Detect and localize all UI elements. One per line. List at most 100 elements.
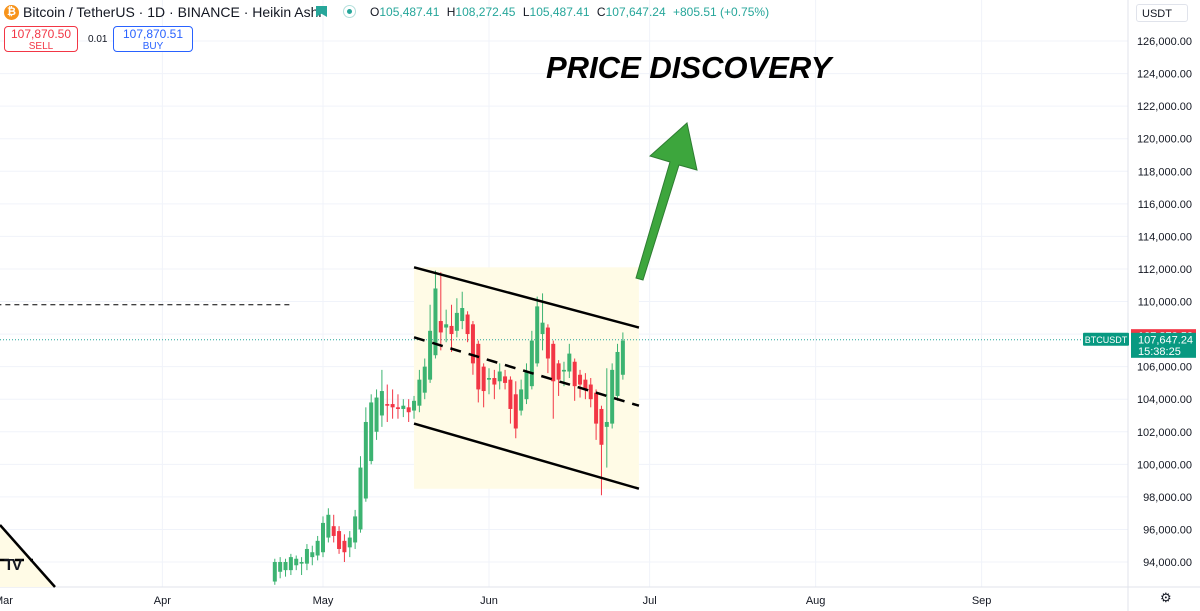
candle-body <box>620 340 625 375</box>
price-discovery-arrow[interactable] <box>635 122 698 281</box>
candle-body <box>406 407 411 413</box>
live-status-icon <box>343 5 356 18</box>
y-tick-label: 110,000.00 <box>1138 297 1192 309</box>
candle-body <box>412 400 417 411</box>
channel-upper-line[interactable] <box>413 266 640 329</box>
settings-gear-icon[interactable]: ⚙ <box>1160 590 1172 605</box>
candle-body <box>353 516 358 543</box>
price-discovery-annotation: PRICE DISCOVERY <box>546 50 835 85</box>
y-tick-label: 122,000.00 <box>1137 101 1192 113</box>
candle-body <box>294 558 299 566</box>
y-tick-label: 126,000.00 <box>1137 36 1192 48</box>
candle-body <box>540 322 545 335</box>
candle-body <box>374 397 379 432</box>
candle-body <box>513 394 518 429</box>
candle-body <box>422 366 427 393</box>
candle-body <box>342 540 347 553</box>
sell-label: SELL <box>28 41 54 52</box>
candle-body <box>508 379 513 409</box>
candle-body <box>337 531 342 549</box>
x-tick-label: Jun <box>480 595 498 607</box>
ohlc-open-key: O <box>370 5 380 19</box>
candle-body <box>615 351 620 396</box>
candle-body <box>492 378 497 385</box>
candle-body <box>610 369 615 424</box>
candle-body <box>321 522 325 553</box>
candle-body <box>529 340 534 387</box>
candle-body <box>390 404 395 408</box>
ohlc-change: +805.51 (+0.75%) <box>673 5 770 19</box>
candle-body <box>572 361 577 387</box>
last-price-label-bg <box>1131 332 1196 358</box>
candle-body <box>588 384 593 400</box>
last-price-label: 107,647.24 <box>1138 334 1193 346</box>
symbol-tag-label: BTCUSDT <box>1085 335 1128 345</box>
x-tick-label: Jul <box>643 595 657 607</box>
candle-body <box>417 379 422 406</box>
x-tick-label: Sep <box>972 595 992 607</box>
ohlc-low-key: L <box>522 5 530 19</box>
y-tick-label: 114,000.00 <box>1138 231 1192 243</box>
candle-body <box>283 562 288 571</box>
candle-body <box>594 392 599 424</box>
y-tick-label: 112,000.00 <box>1138 264 1192 276</box>
ohlc-close-key: C <box>596 5 606 19</box>
candle-body <box>604 421 609 427</box>
candle-body <box>497 371 502 382</box>
channel-middle-line[interactable] <box>413 336 640 407</box>
candle-body <box>385 404 390 406</box>
candle-body <box>369 402 374 462</box>
candle-body <box>379 391 384 416</box>
candle-body <box>272 562 277 582</box>
ohlc-legend: O105,487.41 H108,272.45 L105,487.41 C107… <box>370 5 773 19</box>
candle-body <box>304 548 309 564</box>
spread-value: 0.01 <box>88 34 108 45</box>
symbol-title[interactable]: Bitcoin / TetherUS · 1D · BINANCE · Heik… <box>23 4 322 20</box>
ohlc-high-value: 108,272.45 <box>455 5 516 19</box>
y-tick-label: 98,000.00 <box>1143 492 1192 504</box>
candle-body <box>470 324 475 364</box>
countdown-label: 15:38:25 <box>1138 346 1181 358</box>
candle-body <box>326 514 331 538</box>
candle-body <box>535 306 540 364</box>
candle-body <box>460 308 465 322</box>
sell-button[interactable]: 107,870.50 SELL <box>4 26 78 52</box>
candle-body <box>476 343 481 390</box>
candle-body <box>556 363 561 380</box>
y-tick-label: 100,000.00 <box>1137 459 1192 471</box>
y-tick-label: 124,000.00 <box>1137 69 1192 81</box>
buy-button[interactable]: 107,870.51 BUY <box>113 26 193 52</box>
candle-body <box>519 389 524 411</box>
candle-body <box>599 408 604 445</box>
x-tick-label: Aug <box>806 595 826 607</box>
candle-body <box>401 405 406 409</box>
candle-body <box>583 379 588 390</box>
candle-body <box>449 325 454 335</box>
sell-price: 107,870.50 <box>10 27 72 41</box>
candle-body <box>438 321 443 333</box>
x-tick-label: Mar <box>0 595 13 607</box>
channel-lower-line[interactable] <box>413 422 640 490</box>
candle-body <box>487 378 491 380</box>
candle-body <box>433 288 438 356</box>
candle-body <box>395 407 400 409</box>
candle-body <box>503 376 508 383</box>
candle-body <box>481 366 486 392</box>
candle-body <box>299 562 304 564</box>
candle-body <box>347 537 352 548</box>
buy-price: 107,870.51 <box>122 27 184 41</box>
candle-body <box>363 421 368 499</box>
currency-selector[interactable]: USDT <box>1136 4 1188 22</box>
pattern-line <box>0 524 56 588</box>
y-tick-label: 118,000.00 <box>1138 166 1192 178</box>
candle-body <box>545 327 550 359</box>
tradingview-logo-icon[interactable]: TV <box>4 557 23 574</box>
flag-icon[interactable] <box>316 6 327 17</box>
x-tick-label: May <box>313 595 334 607</box>
candle-body <box>278 562 283 572</box>
y-tick-label: 94,000.00 <box>1143 557 1192 569</box>
candle-body <box>428 330 433 380</box>
chart-header: ₿ Bitcoin / TetherUS · 1D · BINANCE · He… <box>0 0 1128 26</box>
candle-body <box>551 343 556 382</box>
